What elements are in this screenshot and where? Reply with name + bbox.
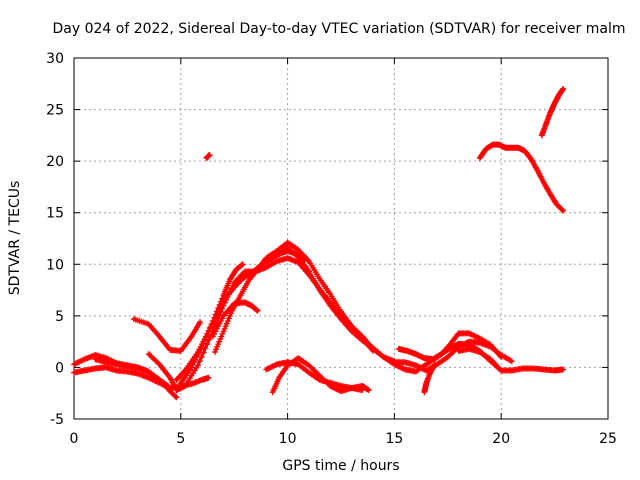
x-tick-label: 10: [279, 431, 297, 447]
series-markers: [395, 330, 505, 363]
y-tick-label: 5: [55, 309, 64, 325]
series-track-p: [455, 345, 567, 374]
series-track-o: [421, 361, 438, 396]
series-markers: [455, 345, 567, 374]
series-markers: [269, 355, 372, 396]
series-markers: [130, 316, 203, 354]
chart-title: Day 024 of 2022, Sidereal Day-to-day VTE…: [53, 21, 626, 37]
series-markers: [273, 244, 398, 365]
series-track-r: [476, 141, 567, 214]
series-track-g: [177, 261, 246, 386]
x-tick-label: 25: [599, 431, 617, 447]
series-markers: [203, 152, 213, 161]
series-track-k: [269, 355, 372, 396]
y-tick-label: 0: [55, 360, 64, 376]
x-axis-label: GPS time / hours: [282, 458, 399, 474]
series-markers: [538, 85, 567, 139]
x-tick-label: 20: [492, 431, 510, 447]
series-markers: [177, 261, 246, 386]
x-tick-label: 0: [70, 431, 79, 447]
axis-ticks: 0 5 10 15 20 25 -5 0 5 10 15 20 25 30: [46, 51, 617, 447]
y-tick-label: 20: [46, 154, 64, 170]
y-tick-label: 15: [46, 206, 64, 222]
series-track-c: [92, 356, 171, 389]
y-tick-label: 25: [46, 103, 64, 119]
series-track-l: [273, 244, 398, 365]
series-track-n: [395, 330, 505, 363]
series-markers: [92, 356, 171, 389]
y-tick-label: -5: [50, 412, 64, 428]
series-track-q: [203, 152, 213, 161]
y-tick-label: 10: [46, 257, 64, 273]
series-track-d: [130, 316, 203, 354]
data-series: [71, 85, 567, 401]
y-tick-label: 30: [46, 51, 64, 67]
x-tick-label: 5: [176, 431, 185, 447]
x-tick-label: 15: [385, 431, 403, 447]
series-markers: [476, 141, 567, 214]
series-markers: [421, 361, 438, 396]
y-axis-label: SDTVAR / TECUs: [7, 181, 23, 296]
plot-frame: [73, 57, 609, 420]
series-track-s: [538, 85, 567, 139]
